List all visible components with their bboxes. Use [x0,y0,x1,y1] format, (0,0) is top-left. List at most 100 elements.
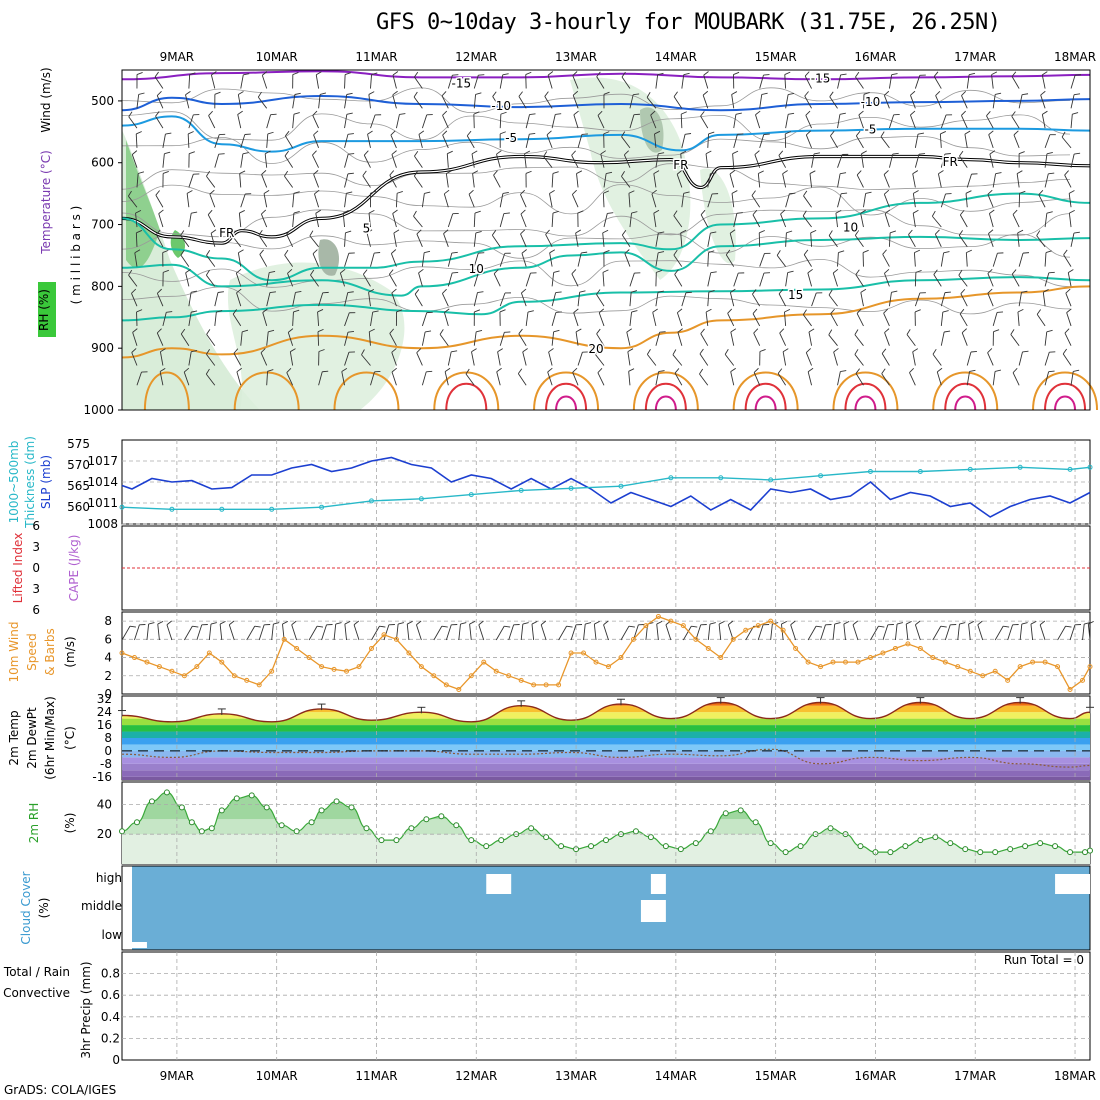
wind-barb [424,250,431,254]
temp2m-tick: 32 [97,692,112,706]
cloud-cover-panel [121,865,1091,951]
wind-barb [730,328,737,333]
wind-barb [861,150,867,155]
wind-barb [418,272,423,287]
wind-barb [913,190,919,194]
wind-barb [205,373,216,386]
wind-barb [603,173,607,188]
wind10-tick: 6 [104,632,112,646]
wind-barb [933,71,939,77]
thickness-point [718,475,724,481]
ylabel-pressure: ( m i l l i b a r s ) [69,206,83,305]
wind-barb [730,288,736,293]
wind10-tick: 2 [104,669,112,683]
wind-barb [733,71,740,75]
rh-point [528,825,535,832]
wind-barb [1046,329,1053,333]
wind-barb [1064,174,1072,188]
wind-barb [970,350,977,353]
wind-barb [318,371,323,386]
wind10-barb [134,624,140,641]
wind10-barb [416,624,422,641]
wind-barb [603,213,608,228]
wind-barb [443,233,449,247]
wind10-point [980,673,986,679]
warm-cell-contour [744,382,787,411]
wind10-barb [540,620,547,626]
wind10-barb [460,622,467,625]
wind-barb [804,91,809,97]
wind-barb [369,328,375,333]
wind-barb [802,210,807,217]
wind-barb [188,213,192,228]
wind-barb [185,269,191,274]
wind-barb [499,193,504,208]
wind-barb [725,249,731,256]
wind-barb [884,268,890,274]
wind-barb [191,350,198,353]
wind-barb [778,288,784,295]
wind-barb [266,133,269,148]
wind-barb [466,130,472,137]
wind-barb [340,268,346,274]
wind-barb [206,175,216,188]
wind-barb [676,174,683,188]
wind-barb [958,235,968,248]
wind-barb [362,274,371,287]
wind10-barb [291,620,297,626]
wind-barb [524,150,531,155]
wind10-point [930,655,936,661]
wind-barb [988,229,994,234]
wind-barb [267,369,274,372]
wind-barb [626,331,631,346]
wind10-barb [504,625,511,628]
wind-barb [473,253,479,267]
wind-barb [520,209,526,215]
wind10-point [219,659,225,665]
day-tick-bottom: 12MAR [455,1069,497,1083]
wind-barb [155,115,164,129]
wind-barb [294,92,301,95]
wind-barb [413,210,417,217]
wind10-barb [772,622,779,625]
wind-barb [778,155,787,168]
wind-barb [444,308,450,313]
thickness-point [768,477,774,483]
wind-barb [942,310,949,313]
wind-barb [884,90,890,96]
wind-barb [628,190,635,194]
wind-barb [807,272,813,287]
wind10-point [518,677,524,683]
wind-barb [856,174,864,188]
wind-barb [520,292,527,307]
warm-cell-contour [433,371,500,411]
wind-barb [521,288,527,294]
wind-barb [264,153,268,168]
wind-barb [628,371,631,386]
wind-barb [602,272,605,287]
rh-point [483,843,490,850]
wind-barb [702,90,709,96]
wind-barb [313,174,320,188]
wind-barb [680,150,687,155]
wind-barb [940,114,947,129]
wind10-point [356,664,362,670]
wind-barb [216,310,223,313]
ylabel-precip-total: Total / Rain [3,965,70,979]
ylabel-cape: CAPE (J/kg) [67,535,81,602]
cloud-row-label: middle [81,899,122,913]
wind-barb [888,114,895,129]
wind-barb [217,291,224,293]
wind10-point [730,636,736,642]
wind-barb [961,115,968,129]
wind-barb [965,252,968,267]
wind-barb [575,229,582,234]
wind10-barb [852,624,859,641]
temp-band [122,738,1090,745]
rh-point [1052,843,1059,850]
wind-barb [912,351,916,366]
rh-point [198,828,205,835]
wind-barb [912,173,916,188]
wind-barb [602,232,605,247]
